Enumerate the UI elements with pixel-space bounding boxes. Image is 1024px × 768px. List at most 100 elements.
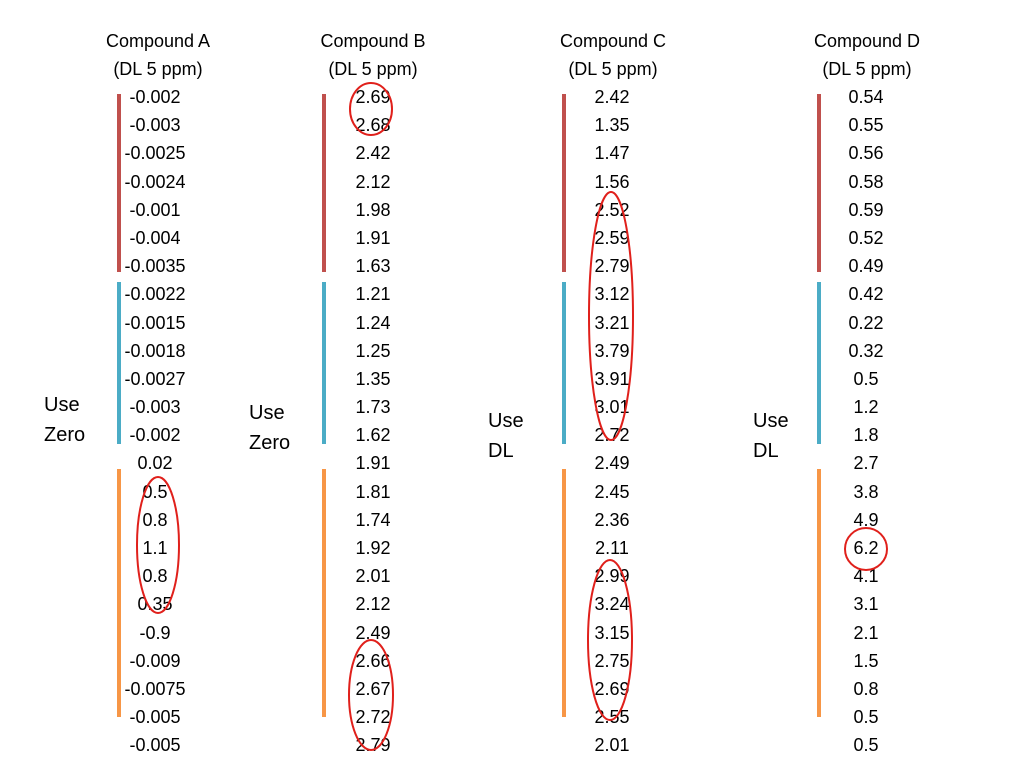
highlight-circle-d <box>844 527 888 571</box>
value-cell: -0.0027 <box>124 368 186 389</box>
highlight-ellipse-c-middle <box>588 191 634 441</box>
value-cell: -0.0018 <box>124 340 186 361</box>
note-line: Use <box>488 410 524 432</box>
value-cell: 1.92 <box>355 538 391 558</box>
note-line: DL <box>753 440 779 462</box>
group-bar-c-1 <box>562 94 566 272</box>
value-cell: 1.2 <box>853 397 879 418</box>
value-cell: 1.47 <box>594 143 630 164</box>
value-cell: 1.91 <box>355 453 391 474</box>
value-cell: 2.79 <box>594 256 630 277</box>
value-cell: 1.1 <box>142 538 168 558</box>
value-cell: 2.75 <box>594 650 630 671</box>
value-cell: 3.91 <box>594 368 630 389</box>
note-compound-d: Use DL <box>753 406 789 466</box>
value-cell: 0.59 <box>848 199 884 220</box>
value-cell: 0.32 <box>848 340 884 361</box>
value-cell: 1.35 <box>355 368 391 389</box>
value-cell: -0.002 <box>129 87 181 107</box>
note-line: Zero <box>249 432 291 454</box>
value-cell: 1.62 <box>355 425 391 446</box>
value-cell: 0.02 <box>137 453 173 474</box>
value-cell: 2.01 <box>355 566 391 587</box>
header-compound-d: Compound D (DL 5 ppm) <box>787 27 947 83</box>
value-cell: 1.81 <box>355 481 391 502</box>
value-cell: 1.91 <box>355 227 391 248</box>
value-cell: 2.59 <box>594 227 630 248</box>
value-cell: 1.21 <box>355 284 391 305</box>
value-cell: 6.2 <box>853 538 879 558</box>
value-cell: -0.004 <box>129 227 181 248</box>
value-cell: 2.1 <box>853 622 879 643</box>
value-cell: 2.79 <box>355 735 391 756</box>
value-cell: 1.35 <box>594 115 630 136</box>
header-compound-c: Compound C (DL 5 ppm) <box>533 27 693 83</box>
value-cell: 2.69 <box>355 87 391 107</box>
value-cell: -0.009 <box>129 650 181 671</box>
detection-limit-label: (DL 5 ppm) <box>568 59 658 79</box>
value-cell: 1.5 <box>853 650 879 671</box>
value-cell: 0.8 <box>142 509 168 530</box>
value-cell: 2.69 <box>594 678 630 699</box>
value-cell: 2.72 <box>355 707 391 728</box>
value-cell: -0.0024 <box>124 171 186 192</box>
value-cell: 0.54 <box>848 87 884 107</box>
value-cell: 1.56 <box>594 171 630 192</box>
group-bar-c-3 <box>562 469 566 717</box>
value-cell: 3.12 <box>594 284 630 305</box>
value-cell: 3.1 <box>853 594 879 615</box>
value-cell: 0.22 <box>848 312 884 333</box>
note-compound-b: Use Zero <box>249 398 290 458</box>
value-cell: 1.98 <box>355 199 391 220</box>
value-cell: 0.5 <box>142 481 168 502</box>
value-cell: -0.0025 <box>124 143 186 164</box>
values-column-compound-b: 2.69 2.68 2.42 2.12 1.98 1.91 1.63 1.21 1.24 1.25… <box>318 83 428 760</box>
value-cell: 2.66 <box>355 650 391 671</box>
group-bar-c-2 <box>562 282 566 444</box>
value-cell: 2.42 <box>594 87 630 107</box>
value-cell: 0.56 <box>848 143 884 164</box>
value-cell: 0.5 <box>853 735 879 756</box>
group-bar-d-2 <box>817 282 821 444</box>
value-cell: 1.24 <box>355 312 391 333</box>
value-cell: -0.005 <box>129 707 181 728</box>
value-cell: 1.25 <box>355 340 391 361</box>
note-line: Zero <box>44 424 86 446</box>
note-line: Use <box>753 410 789 432</box>
value-cell: 2.36 <box>594 509 630 530</box>
compound-name: Compound B <box>320 31 426 51</box>
value-cell: 3.24 <box>594 594 630 615</box>
highlight-ellipse-b-bottom <box>348 639 394 751</box>
detection-limit-label: (DL 5 ppm) <box>113 59 203 79</box>
group-bar-a-2 <box>117 282 121 444</box>
value-cell: 1.63 <box>355 256 391 277</box>
value-cell: 0.5 <box>853 368 879 389</box>
value-cell: 0.5 <box>853 707 879 728</box>
group-bar-b-2 <box>322 282 326 444</box>
value-cell: 2.49 <box>594 453 630 474</box>
value-cell: 0.52 <box>848 227 884 248</box>
group-bar-d-3 <box>817 469 821 717</box>
value-cell: 1.8 <box>853 425 879 446</box>
value-cell: 3.8 <box>853 481 879 502</box>
value-cell: 1.73 <box>355 397 391 418</box>
value-cell: -0.002 <box>129 425 181 446</box>
value-cell: 3.01 <box>594 397 630 418</box>
value-cell: 2.12 <box>355 171 391 192</box>
value-cell: 0.58 <box>848 171 884 192</box>
value-cell: -0.0035 <box>124 256 186 277</box>
value-cell: 2.67 <box>355 678 391 699</box>
values-column-compound-a: -0.002 -0.003 -0.0025 -0.0024 -0.001 -0.004 -0… <box>100 83 210 760</box>
value-cell: -0.003 <box>129 397 181 418</box>
value-cell: -0.9 <box>139 622 171 643</box>
value-cell: 4.1 <box>853 566 879 587</box>
header-compound-a: Compound A (DL 5 ppm) <box>78 27 238 83</box>
highlight-ellipse-b-top <box>349 82 393 136</box>
group-bar-d-1 <box>817 94 821 272</box>
note-line: Use <box>249 402 285 424</box>
group-bar-b-3 <box>322 469 326 717</box>
value-cell: -0.003 <box>129 115 181 136</box>
value-cell: -0.0015 <box>124 312 186 333</box>
value-cell: 2.12 <box>355 594 391 615</box>
highlight-ellipse-c-bottom <box>587 559 633 721</box>
